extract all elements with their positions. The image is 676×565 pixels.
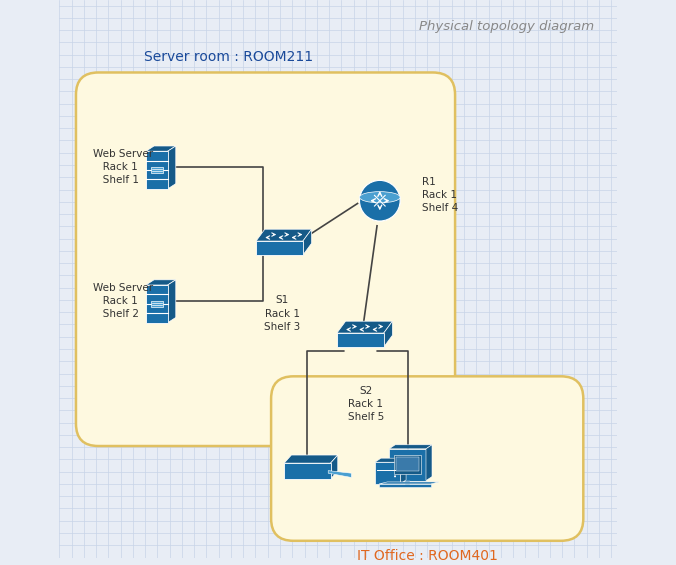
- Text: S2
Rack 1
Shelf 5: S2 Rack 1 Shelf 5: [347, 386, 384, 422]
- Text: Server room : ROOM211: Server room : ROOM211: [144, 50, 314, 64]
- Polygon shape: [284, 455, 338, 463]
- Polygon shape: [400, 458, 406, 484]
- Polygon shape: [375, 462, 400, 484]
- Polygon shape: [426, 445, 432, 481]
- Text: Web Server
   Rack 1
   Shelf 1: Web Server Rack 1 Shelf 1: [93, 149, 153, 185]
- Polygon shape: [337, 333, 384, 347]
- Polygon shape: [284, 463, 331, 479]
- Polygon shape: [379, 482, 439, 484]
- Polygon shape: [375, 458, 406, 462]
- Polygon shape: [389, 449, 426, 481]
- Ellipse shape: [360, 199, 400, 210]
- Polygon shape: [146, 280, 176, 285]
- Bar: [151, 167, 163, 173]
- Text: IT Office : ROOM401: IT Office : ROOM401: [357, 549, 498, 563]
- Polygon shape: [146, 146, 176, 151]
- Polygon shape: [303, 229, 312, 255]
- Text: Web Server
   Rack 1
   Shelf 2: Web Server Rack 1 Shelf 2: [93, 283, 153, 319]
- Polygon shape: [146, 285, 168, 323]
- FancyBboxPatch shape: [76, 72, 455, 446]
- Circle shape: [394, 475, 396, 477]
- Polygon shape: [256, 229, 312, 241]
- Polygon shape: [331, 455, 338, 479]
- Ellipse shape: [360, 192, 400, 203]
- Polygon shape: [379, 484, 431, 486]
- Polygon shape: [256, 241, 303, 255]
- Bar: [151, 301, 163, 307]
- Bar: [396, 457, 419, 471]
- Circle shape: [360, 180, 400, 221]
- Text: S1
Rack 1
Shelf 3: S1 Rack 1 Shelf 3: [264, 295, 300, 332]
- Polygon shape: [168, 146, 176, 189]
- Polygon shape: [384, 321, 393, 347]
- Polygon shape: [389, 445, 432, 449]
- Polygon shape: [168, 280, 176, 323]
- Bar: [394, 454, 421, 473]
- Polygon shape: [146, 151, 168, 189]
- Text: Physical topology diagram: Physical topology diagram: [419, 20, 594, 33]
- Text: R1
Rack 1
Shelf 4: R1 Rack 1 Shelf 4: [422, 177, 458, 214]
- Bar: [406, 481, 410, 485]
- FancyBboxPatch shape: [271, 376, 583, 541]
- Polygon shape: [337, 321, 393, 333]
- Polygon shape: [329, 471, 352, 477]
- Circle shape: [360, 180, 400, 221]
